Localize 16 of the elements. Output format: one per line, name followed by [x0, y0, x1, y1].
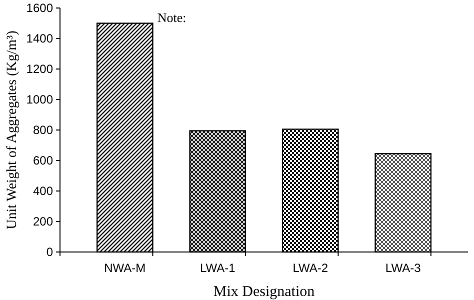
y-tick-label: 1600 [26, 1, 54, 16]
y-tick-label: 1200 [26, 62, 54, 76]
y-axis-title: Unit Weight of Aggregates (Kg/m³) [5, 30, 20, 230]
x-tick-label: NWA-M [104, 261, 146, 275]
x-tick-label: LWA-2 [292, 261, 328, 275]
x-tick-label: LWA-3 [385, 261, 422, 275]
y-tick-label: 800 [32, 123, 54, 138]
y-tick-label: 0 [46, 245, 54, 260]
x-axis-title: Mix Designation [213, 284, 316, 300]
y-tick-label: 600 [32, 154, 54, 168]
y-tick-label: 400 [32, 184, 54, 198]
y-tick-label: 1000 [26, 92, 54, 107]
annotation: Note: [157, 10, 186, 25]
x-tick-label: LWA-1 [200, 261, 236, 275]
y-tick-label: 1400 [26, 32, 54, 46]
y-tick-label: 200 [32, 214, 54, 229]
